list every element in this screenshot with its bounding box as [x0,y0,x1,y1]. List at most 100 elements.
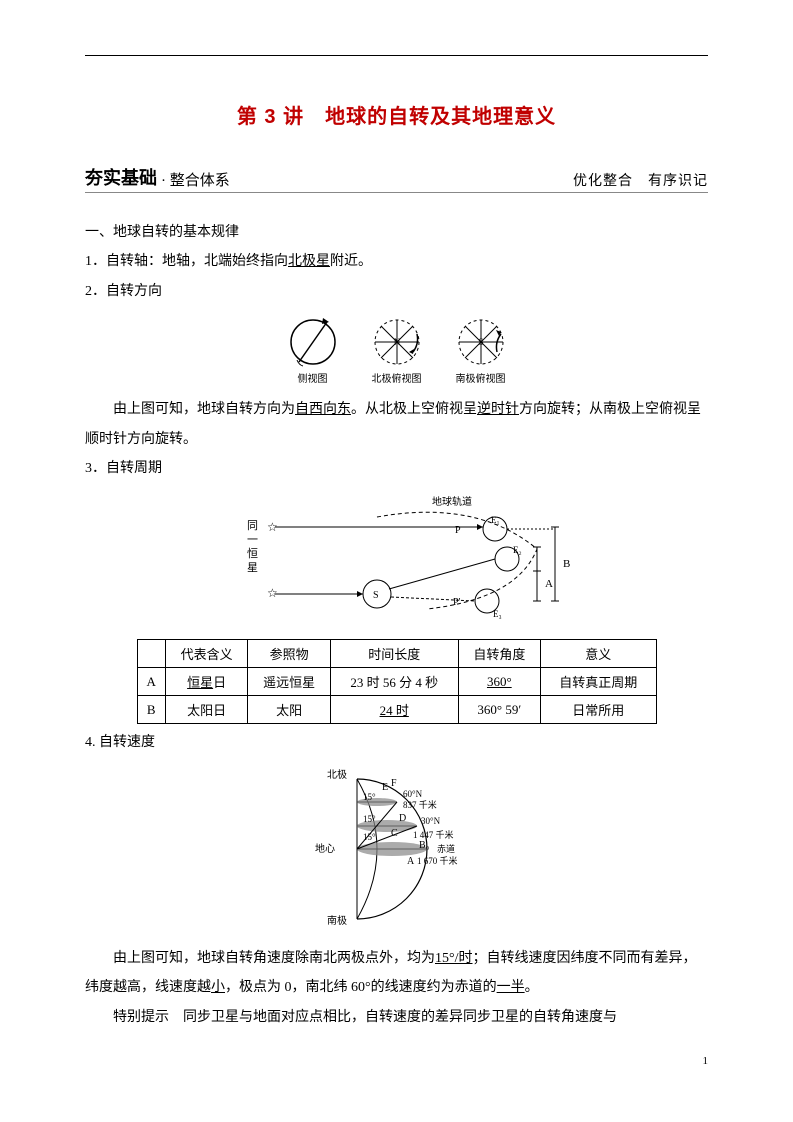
und: 24 时 [380,703,409,718]
text: 。从北极上空俯视呈 [351,402,477,417]
svg-text:30°N: 30°N [421,816,441,826]
cell-meaning: 太阳日 [165,696,247,724]
cell-angle: 360° [458,668,540,696]
fig1-north: N 北极俯视图 [367,312,427,385]
underline-small: 小 [211,980,225,995]
svg-text:P: P [455,525,461,536]
svg-text:P': P' [453,597,461,608]
heading-1: 一、地球自转的基本规律 [85,218,708,247]
cell-time: 23 时 56 分 4 秒 [330,668,458,696]
text: 由上图可知，地球自转角速度除南北两极点外，均为 [113,951,435,966]
lbl-v0: 1 670 千米 [417,855,458,866]
th-ref: 参照物 [248,640,330,668]
svg-text:E: E [382,782,388,793]
svg-text:星: 星 [247,561,258,574]
figure-orbit: 地球轨道 同 一 恒 星 ☆ ☆ S E₁ E₂ E₃ P P' [85,489,708,629]
left-label-1: 同 [247,520,258,532]
table-row: A 恒星日 遥远恒星 23 时 56 分 4 秒 360° 自转真正周期 [137,668,656,696]
svg-text:15°: 15° [363,792,376,802]
text: 日 [213,675,226,690]
th-meaning: 代表含义 [165,640,247,668]
lbl-center: 地心 [315,842,335,855]
para-period: 3．自转周期 [85,454,708,483]
para-direction-expl: 由上图可知，地球自转方向为自西向东。从北极上空俯视呈逆时针方向旋转；从南极上空俯… [85,395,708,454]
svg-text:S: S [373,590,379,601]
table-header-row: 代表含义 参照物 时间长度 自转角度 意义 [137,640,656,668]
speed-diagram-icon: 北极 南极 地心 15° 15° 15° E F 60°N 837 千米 D 3… [287,764,507,934]
cell-ref: 太阳 [248,696,330,724]
page-title: 第 3 讲 地球的自转及其地理意义 [85,100,708,129]
text: 附近。 [330,254,372,269]
svg-text:60°N: 60°N [403,789,423,799]
lbl-south: 南极 [327,914,347,927]
fig1-south: S 南极俯视图 [451,312,511,385]
underline-ccw: 逆时针 [477,402,519,417]
section-header-left: 夯实基础 [85,164,157,190]
lbl-v60: 837 千米 [403,799,437,810]
globe-side-icon [283,312,343,368]
cell-key: B [137,696,165,724]
text: 。 [525,980,539,995]
cell-meaning: 恒星日 [165,668,247,696]
top-rule [85,55,708,56]
section-header: 夯实基础 · 整合体系 优化整合 有序识记 [85,164,708,193]
page-number: 1 [703,1055,709,1067]
th-sig: 意义 [541,640,656,668]
lbl-north: 北极 [327,768,347,781]
cell-key: A [137,668,165,696]
label-n: N [393,337,400,347]
svg-text:A: A [545,578,553,590]
underline-15deg: 15°/时 [435,951,473,966]
svg-text:一: 一 [247,534,258,546]
globe-south-icon: S [451,312,511,368]
cell-ref: 遥远恒星 [248,668,330,696]
rotation-period-table: 代表含义 参照物 时间长度 自转角度 意义 A 恒星日 遥远恒星 23 时 56… [137,639,657,724]
fig1-cap-north: 北极俯视图 [372,370,422,385]
para-speed-expl: 由上图可知，地球自转角速度除南北两极点外，均为15°/时；自转线速度因纬度不同而… [85,944,708,1003]
svg-text:D: D [399,813,406,824]
lbl-v30: 1 447 千米 [413,829,454,840]
text: 由上图可知，地球自转方向为 [113,402,295,417]
svg-text:15°: 15° [363,832,376,842]
svg-text:E₃: E₃ [493,609,502,619]
svg-text:B: B [563,558,570,570]
table-row: B 太阳日 太阳 24 时 360° 59′ 日常所用 [137,696,656,724]
th-time: 时间长度 [330,640,458,668]
fig1-cap-side: 侧视图 [298,370,328,385]
th-blank [137,640,165,668]
svg-text:☆: ☆ [267,586,278,600]
section-header-right: 优化整合 有序识记 [573,170,708,190]
underline-half: 一半 [497,980,525,995]
svg-text:恒: 恒 [247,547,258,560]
text: 1．自转轴：地轴，北端始终指向 [85,254,288,269]
svg-text:C: C [391,828,398,839]
underline-w2e: 自西向东 [295,402,351,417]
orbit-diagram-icon: 地球轨道 同 一 恒 星 ☆ ☆ S E₁ E₂ E₃ P P' [217,489,577,629]
figure-linear-speed: 北极 南极 地心 15° 15° 15° E F 60°N 837 千米 D 3… [85,764,708,934]
svg-text:A: A [407,856,415,867]
svg-text:B₀: B₀ [419,840,430,851]
fig1-side: 侧视图 [283,312,343,385]
fig1-cap-south: 南极俯视图 [456,370,506,385]
content: 一、地球自转的基本规律 1．自转轴：地轴，北端始终指向北极星附近。 2．自转方向… [85,218,708,1032]
svg-text:F: F [391,778,397,789]
para-note: 特别提示 同步卫星与地面对应点相比，自转速度的差异同步卫星的自转角速度与 [85,1003,708,1032]
svg-text:15°: 15° [363,814,376,824]
svg-text:E₂: E₂ [513,545,522,555]
und: 恒星 [187,675,213,690]
cell-sig: 日常所用 [541,696,656,724]
th-angle: 自转角度 [458,640,540,668]
underline-polaris: 北极星 [288,254,330,269]
globe-north-icon: N [367,312,427,368]
cell-angle: 360° 59′ [458,696,540,724]
cell-sig: 自转真正周期 [541,668,656,696]
label-s: S [478,337,483,347]
text: ，极点为 0，南北纬 60°的线速度约为赤道的 [225,980,497,995]
para-speed: 4. 自转速度 [85,728,708,757]
lbl-equator: 赤道 [437,843,455,854]
cell-time: 24 时 [330,696,458,724]
section-header-mid: · 整合体系 [161,169,230,190]
svg-text:E₁: E₁ [491,515,500,525]
para-axis: 1．自转轴：地轴，北端始终指向北极星附近。 [85,247,708,276]
und: 360° [487,674,512,689]
